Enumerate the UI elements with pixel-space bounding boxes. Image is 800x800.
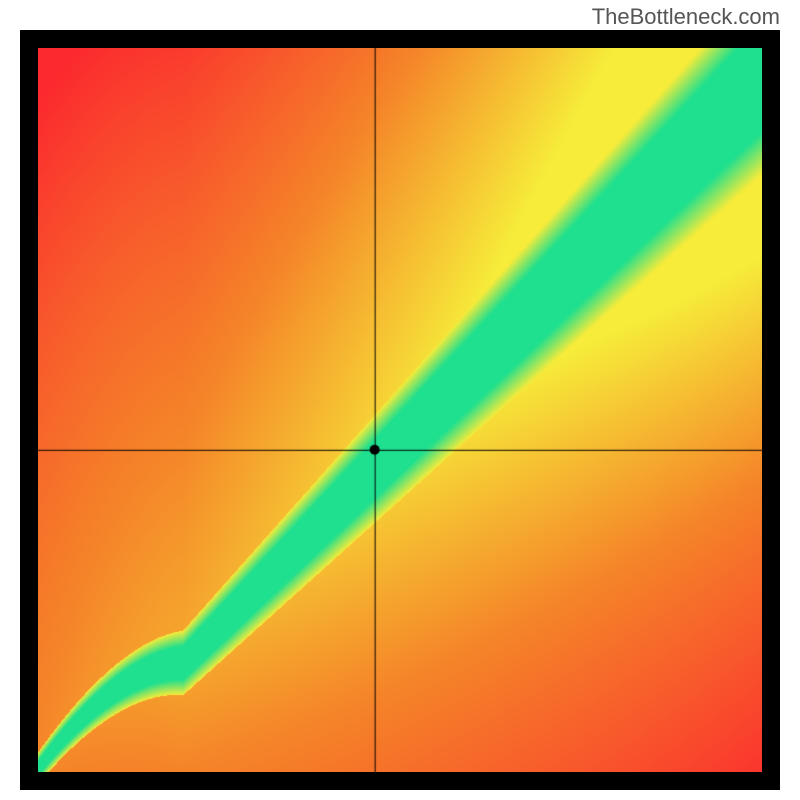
watermark-text: TheBottleneck.com <box>592 4 780 30</box>
heatmap-canvas <box>38 48 762 772</box>
chart-frame <box>20 30 780 790</box>
